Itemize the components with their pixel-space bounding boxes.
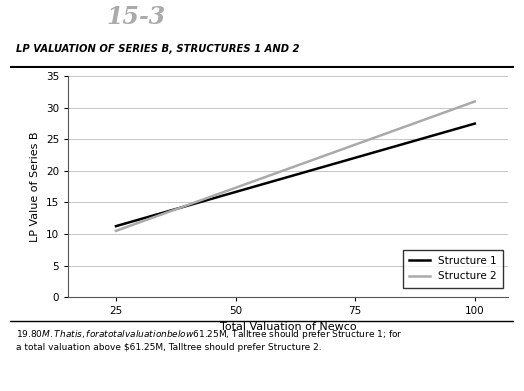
X-axis label: Total Valuation of Newco: Total Valuation of Newco [220,322,356,332]
Text: LP VALUATION OF SERIES B, STRUCTURES 1 AND 2: LP VALUATION OF SERIES B, STRUCTURES 1 A… [16,44,299,54]
Text: 15-3: 15-3 [106,5,165,29]
Legend: Structure 1, Structure 2: Structure 1, Structure 2 [403,250,503,287]
Y-axis label: LP Value of Series B: LP Value of Series B [30,131,40,242]
Text: EXHIBIT: EXHIBIT [23,14,73,23]
Text: $19.80M. That is, for a total valuation below $61.25M, Talltree should prefer St: $19.80M. That is, for a total valuation … [16,328,402,352]
